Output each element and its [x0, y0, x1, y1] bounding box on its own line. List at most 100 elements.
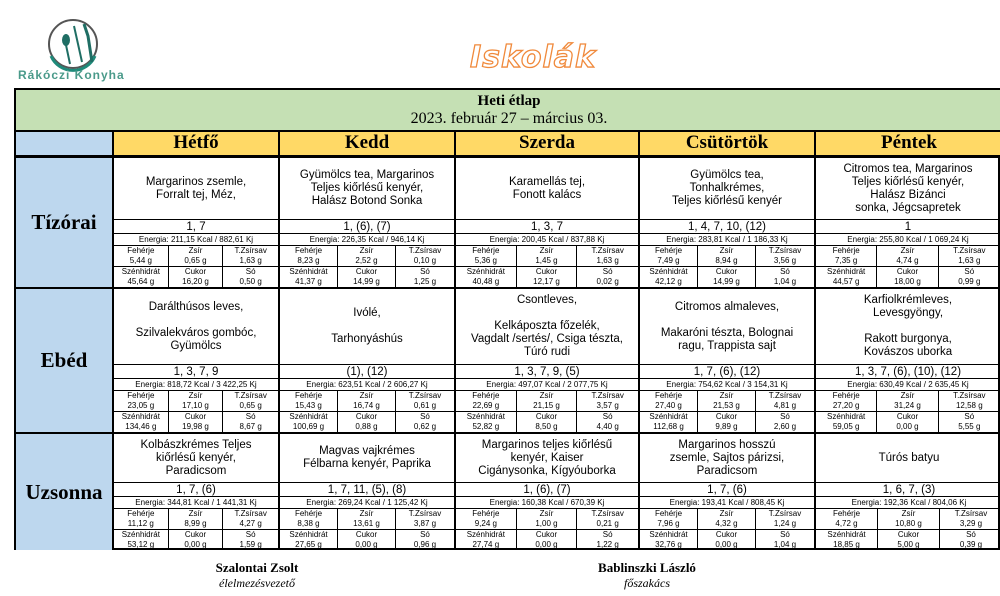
nutrient-label: Só: [964, 412, 975, 421]
menu-cell: Margarinos teljes kiőrlésű kenyér, Kaise…: [456, 432, 640, 550]
nutrient-value: 0,21 g: [577, 519, 638, 530]
energy: Energia: 192,36 Kcal / 804,06 Kj: [816, 497, 1000, 509]
nutrient-value: 0,00 g: [877, 422, 939, 432]
allergens: 1, (6), (7): [280, 219, 454, 234]
allergens: (1), (12): [280, 364, 454, 379]
nutrient-value: 10,80 g: [878, 519, 940, 530]
menu-items: Karfiolkrémleves, Levesgyöngy, Rakott bu…: [863, 294, 953, 358]
nutrient-value: 41,37 g: [280, 277, 338, 287]
nutrient-value: 0,99 g: [958, 277, 981, 286]
nutrient-label: Cukor: [878, 530, 940, 540]
nutrient-value: 1,63 g: [938, 256, 1000, 267]
nutrient-value: 5,55 g: [958, 422, 981, 431]
nutrient-value: 3,57 g: [577, 401, 638, 412]
menu-items: Darálthúsos leves, Szilvalekváros gombóc…: [135, 300, 257, 352]
nutrient-value: 3,56 g: [756, 256, 814, 267]
energy: Energia: 269,24 Kcal / 1 125,42 Kj: [280, 497, 454, 509]
nutrient-label: Szénhidrát: [816, 267, 878, 277]
nutrient-label: Szénhidrát: [816, 412, 878, 422]
nutrient-label: Szénhidrát: [280, 412, 338, 422]
nutrient-value: 1,45 g: [516, 256, 578, 267]
signer-name: Szalontai Zsolt: [215, 560, 299, 575]
nutrient-label: Szénhidrát: [114, 267, 169, 277]
nutrient-label: T.Zsírsav: [768, 509, 802, 518]
logo-text: Rákóczi Konyha: [18, 68, 125, 82]
nutrient-value: 8,50 g: [517, 422, 578, 432]
nutrient-label: Cukor: [698, 267, 756, 277]
day-header: Péntek: [816, 132, 1000, 156]
nutrient-label: T.Zsírsav: [953, 391, 986, 400]
nutrient-label: T.Zsírsav: [408, 391, 442, 400]
allergens: 1, 7: [114, 219, 278, 234]
nutrient-label: Zsír: [698, 246, 756, 256]
nutrient-value: 8,38 g: [280, 519, 338, 530]
nutrient-value: 44,57 g: [816, 277, 878, 287]
nutrient-value: 8,67 g: [239, 422, 262, 431]
menu-items: Gyümölcs tea, Tonhalkrémes, Teljes kiőrl…: [672, 169, 782, 207]
menu-items: Ivólé, Tarhonyáshús: [331, 307, 403, 345]
nutrient-value: 40,48 g: [456, 277, 517, 287]
nutrient-label: Só: [780, 267, 790, 276]
nutrient-value: 52,82 g: [456, 422, 517, 432]
nutrient-value: 18,85 g: [816, 540, 878, 550]
nutrient-value: 1,04 g: [773, 540, 797, 549]
nutrient-label: T.Zsírsav: [408, 246, 442, 255]
menu-items: Margarinos zsemle, Forralt tej, Méz,: [145, 175, 247, 201]
nutrient-value: 0,00 g: [517, 540, 578, 550]
menu-items: Margarinos hosszú zsemle, Sajtos párizsi…: [669, 438, 785, 477]
energy: Energia: 630,49 Kcal / 2 635,45 Kj: [816, 379, 1000, 391]
nutrient-label: Zsír: [517, 246, 578, 256]
nutrition-grid: Fehérje Zsír T.Zsírsav 27,40 g 21,53 g 4,81 g…: [640, 391, 814, 432]
nutrient-value: 4,74 g: [877, 256, 939, 267]
nutrient-value: 0,00 g: [698, 540, 756, 550]
nutrient-label: T.Zsírsav: [591, 246, 624, 255]
allergens: 1, 3, 7, 9, (5): [456, 364, 638, 379]
menu-cell: Magvas vajkrémes Félbarna kenyér, Paprik…: [280, 432, 456, 550]
signer-name: Bablinszki László: [598, 560, 696, 575]
nutrient-label: T.Zsírsav: [768, 246, 802, 255]
date-range: 2023. február 27 – március 03.: [410, 110, 608, 127]
energy: Energia: 497,07 Kcal / 2 077,75 Kj: [456, 379, 638, 391]
menu-cell: Margarinos zsemle, Forralt tej, Méz, 1, 7…: [114, 156, 280, 287]
day-header: Szerda: [456, 132, 640, 156]
nutrient-value: 8,23 g: [280, 256, 338, 267]
menu-items: Citromos tea, Margarinos Teljes kiőrlésű…: [843, 162, 973, 214]
day-header: Csütörtök: [640, 132, 816, 156]
cutlery-icon: [48, 19, 98, 72]
nutrient-value: 12,58 g: [938, 401, 1000, 412]
nutrient-value: 45,64 g: [114, 277, 169, 287]
nutrient-label: Fehérje: [456, 246, 517, 256]
day-header: Hétfő: [114, 132, 280, 156]
nutrition-grid: Fehérje Zsír T.Zsírsav 8,23 g 2,52 g 0,10 g Sz…: [280, 246, 454, 287]
nutrient-label: T.Zsírsav: [768, 391, 802, 400]
nutrient-value: 0,00 g: [169, 540, 224, 550]
nutrient-label: Cukor: [698, 412, 756, 422]
nutrient-value: 19,98 g: [169, 422, 224, 432]
nutrient-label: Zsír: [698, 509, 756, 519]
nutrient-label: Fehérje: [640, 391, 698, 401]
corner-cell: [16, 132, 114, 156]
nutrient-label: Só: [602, 267, 613, 276]
nutrient-label: T.Zsírsav: [234, 391, 267, 400]
nutrient-value: 7,49 g: [640, 256, 698, 267]
nutrition-grid: Fehérje Zsír T.Zsírsav 15,43 g 16,74 g 0,61 g…: [280, 391, 454, 432]
nutrient-label: Szénhidrát: [456, 267, 517, 277]
nutrient-label: Zsír: [698, 391, 756, 401]
nutrient-label: Szénhidrát: [456, 530, 517, 540]
nutrient-label: Cukor: [338, 412, 396, 422]
menu-cell: Darálthúsos leves, Szilvalekváros gombóc…: [114, 287, 280, 432]
nutrient-label: T.Zsírsav: [591, 509, 624, 518]
nutrient-value: 27,20 g: [816, 401, 878, 412]
allergens: 1, 3, 7: [456, 219, 638, 234]
nutrient-value: 112,68 g: [640, 422, 698, 432]
nutrient-value: 1,00 g: [516, 519, 578, 530]
energy: Energia: 211,15 Kcal / 882,61 Kj: [114, 234, 278, 246]
meal-label: Uzsonna: [16, 432, 114, 550]
nutrient-label: Zsír: [169, 391, 224, 401]
allergens: 1, 7, (6): [114, 482, 278, 497]
menu-items: Magvas vajkrémes Félbarna kenyér, Paprik…: [303, 445, 431, 470]
nutrient-value: 7,96 g: [640, 519, 698, 530]
menu-items: Gyümölcs tea, Margarinos Teljes kiőrlésű…: [299, 169, 435, 207]
